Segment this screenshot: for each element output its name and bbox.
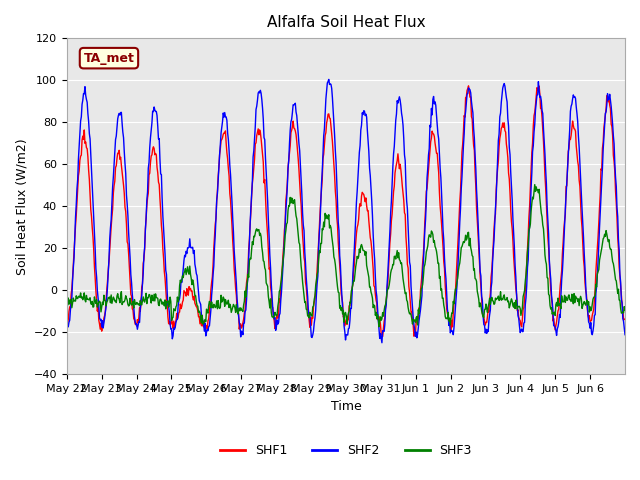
SHF1 — [404, 265, 412, 271]
SHF2 — [378, 340, 386, 346]
SHF3 — [63, 306, 70, 312]
Line: SHF1: SHF1 — [67, 86, 625, 336]
SHF3 — [531, 182, 539, 188]
Title: Alfalfa Soil Heat Flux: Alfalfa Soil Heat Flux — [267, 15, 425, 30]
SHF2 — [280, 252, 287, 258]
SHF3 — [129, 301, 136, 307]
Y-axis label: Soil Heat Flux (W/m2): Soil Heat Flux (W/m2) — [15, 138, 28, 275]
SHF2 — [325, 76, 333, 82]
SHF2 — [405, 242, 413, 248]
SHF3 — [621, 307, 629, 313]
SHF2 — [63, 316, 70, 322]
X-axis label: Time: Time — [330, 400, 361, 413]
SHF1 — [259, 151, 266, 156]
Text: TA_met: TA_met — [84, 52, 134, 65]
SHF3 — [231, 305, 239, 311]
SHF1 — [621, 317, 629, 323]
Legend: SHF1, SHF2, SHF3: SHF1, SHF2, SHF3 — [215, 439, 477, 462]
SHF2 — [129, 291, 136, 297]
SHF1 — [63, 318, 70, 324]
SHF1 — [129, 306, 136, 312]
SHF2 — [436, 165, 444, 171]
SHF3 — [436, 276, 444, 281]
Line: SHF3: SHF3 — [67, 185, 625, 327]
SHF3 — [375, 324, 383, 330]
SHF2 — [621, 332, 629, 337]
SHF3 — [259, 250, 266, 255]
SHF2 — [231, 259, 239, 264]
Line: SHF2: SHF2 — [67, 79, 625, 343]
SHF1 — [231, 275, 239, 280]
SHF3 — [280, 251, 287, 257]
SHF1 — [379, 334, 387, 339]
SHF1 — [436, 190, 444, 195]
SHF1 — [280, 243, 287, 249]
SHF1 — [465, 83, 472, 89]
SHF3 — [404, 305, 412, 311]
SHF2 — [259, 106, 266, 111]
